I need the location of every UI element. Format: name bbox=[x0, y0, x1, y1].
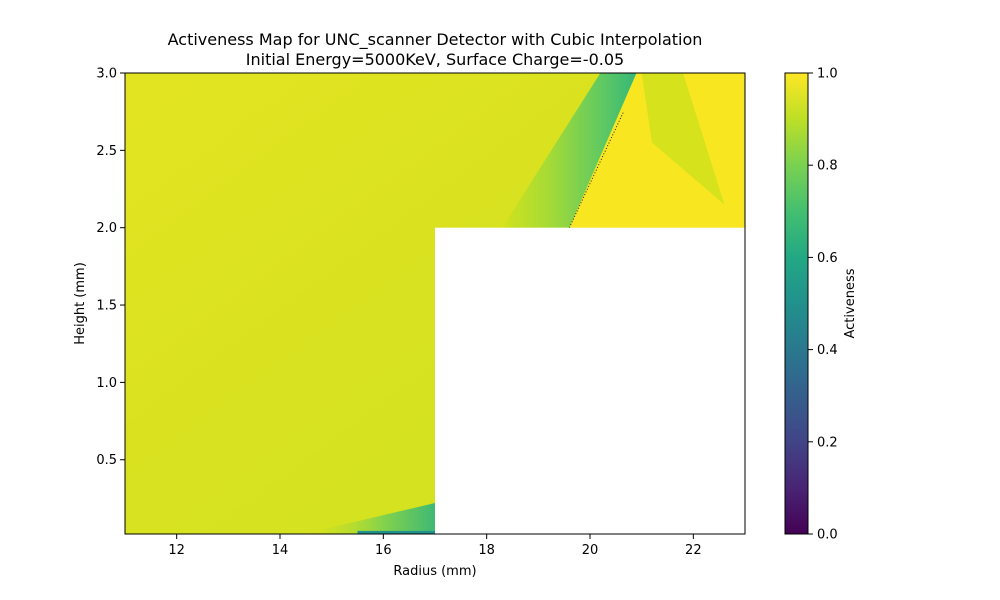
colorbar-tick-label: 0.8 bbox=[817, 159, 838, 174]
bottom-streak bbox=[305, 503, 435, 534]
colorbar-frame bbox=[784, 72, 809, 535]
x-axis-label: Radius (mm) bbox=[393, 564, 476, 579]
colorbar bbox=[785, 73, 808, 534]
y-axis-label: Height (mm) bbox=[73, 262, 88, 345]
x-tick-label: 22 bbox=[685, 543, 702, 558]
colorbar-tick-label: 0.6 bbox=[817, 251, 838, 266]
masked-region bbox=[435, 227, 745, 534]
colorbar-tick-label: 0.0 bbox=[817, 528, 838, 543]
colorbar-label: Activeness bbox=[843, 268, 858, 338]
x-tick-label: 18 bbox=[478, 543, 495, 558]
x-axis: 12 14 16 18 20 22 bbox=[168, 534, 702, 558]
colorbar-tick-label: 1.0 bbox=[817, 67, 838, 82]
x-tick-label: 14 bbox=[272, 543, 289, 558]
band-edge-line bbox=[568, 111, 625, 228]
y-axis: 0.5 1.0 1.5 2.0 2.5 3.0 bbox=[96, 67, 125, 468]
bottom-streak-core bbox=[357, 530, 435, 534]
y-tick-label: 2.0 bbox=[96, 221, 117, 236]
plot-frame bbox=[124, 72, 746, 535]
y-tick-label: 2.5 bbox=[96, 144, 117, 159]
colorbar-tick-label: 0.4 bbox=[817, 343, 838, 358]
y-tick-label: 3.0 bbox=[96, 67, 117, 82]
colorbar-axis: 0.0 0.2 0.4 0.6 0.8 1.0 bbox=[808, 67, 838, 543]
faint-streak bbox=[641, 73, 725, 205]
colorbar-tick-label: 0.2 bbox=[817, 435, 838, 450]
heatmap-image bbox=[125, 73, 745, 534]
x-tick-label: 12 bbox=[168, 543, 185, 558]
bright-region bbox=[569, 73, 745, 228]
chart-title: Activeness Map for UNC_scanner Detector … bbox=[167, 30, 703, 49]
x-tick-label: 20 bbox=[582, 543, 599, 558]
diagonal-band bbox=[502, 73, 637, 228]
y-tick-label: 0.5 bbox=[96, 453, 117, 468]
x-tick-label: 16 bbox=[375, 543, 392, 558]
y-tick-label: 1.0 bbox=[96, 376, 117, 391]
chart-subtitle: Initial Energy=5000KeV, Surface Charge=-… bbox=[245, 50, 625, 69]
y-tick-label: 1.5 bbox=[96, 299, 117, 314]
